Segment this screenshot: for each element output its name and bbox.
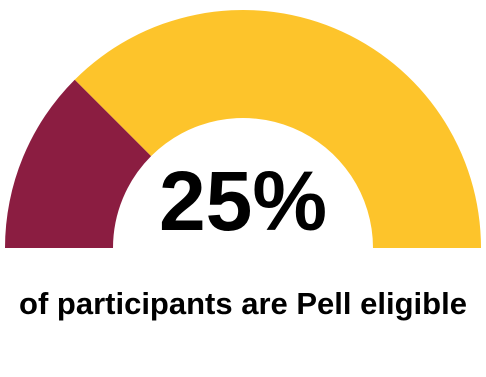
gauge-chart [5, 10, 482, 249]
gauge-caption: of participants are Pell eligible [19, 286, 467, 321]
gauge-filled-arc [5, 79, 152, 249]
gauge-remaining-arc [74, 10, 482, 248]
gauge-value-label: 25% [158, 154, 328, 248]
